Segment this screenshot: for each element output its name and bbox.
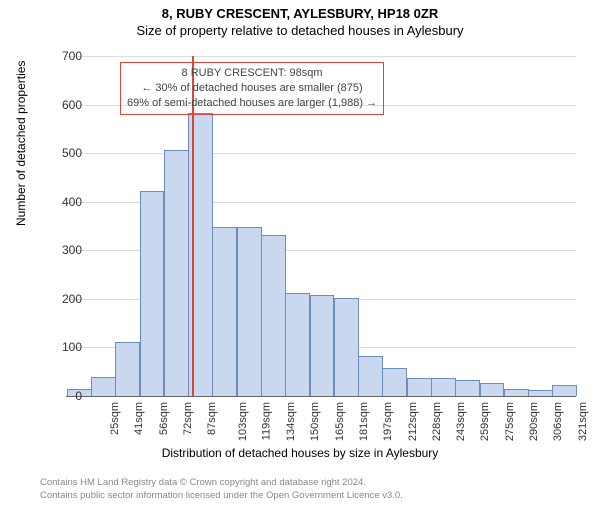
gridline: [66, 56, 576, 57]
y-tick-label: 300: [42, 243, 82, 257]
x-axis-label: Distribution of detached houses by size …: [0, 446, 600, 460]
histogram-bar: [261, 235, 286, 396]
page-subtitle: Size of property relative to detached ho…: [0, 23, 600, 38]
gridline: [66, 396, 576, 397]
histogram-bar: [358, 356, 383, 396]
page-title: 8, RUBY CRESCENT, AYLESBURY, HP18 0ZR: [0, 6, 600, 21]
x-tick-label: 243sqm: [455, 402, 467, 441]
histogram-bar: [504, 389, 529, 396]
histogram-bar: [285, 293, 310, 396]
x-tick-label: 87sqm: [206, 402, 218, 435]
x-tick-label: 228sqm: [431, 402, 443, 441]
histogram-bar: [528, 390, 553, 396]
x-tick-label: 25sqm: [109, 402, 121, 435]
histogram-bar: [431, 378, 456, 396]
y-axis-label: Number of detached properties: [14, 61, 28, 226]
y-tick-label: 400: [42, 195, 82, 209]
histogram-bar: [480, 383, 505, 396]
y-tick-label: 100: [42, 340, 82, 354]
annotation-line-1: 8 RUBY CRESCENT: 98sqm: [127, 66, 377, 81]
x-tick-label: 165sqm: [334, 402, 346, 441]
footer-attribution: Contains HM Land Registry data © Crown c…: [40, 477, 403, 502]
annotation-box: 8 RUBY CRESCENT: 98sqm ← 30% of detached…: [120, 62, 384, 115]
histogram-bar: [115, 342, 140, 396]
x-tick-label: 212sqm: [407, 402, 419, 441]
footer-line-2: Contains public sector information licen…: [40, 490, 403, 502]
histogram-bar: [140, 191, 165, 396]
x-tick-label: 181sqm: [358, 402, 370, 441]
histogram-bar: [91, 377, 116, 396]
histogram-bar: [382, 368, 407, 396]
annotation-line-3: 69% of semi-detached houses are larger (…: [127, 96, 377, 111]
y-tick-label: 500: [42, 146, 82, 160]
footer-line-1: Contains HM Land Registry data © Crown c…: [40, 477, 403, 489]
y-tick-label: 0: [42, 389, 82, 403]
histogram-bar: [455, 380, 480, 396]
x-tick-label: 41sqm: [133, 402, 145, 435]
annotation-line-2: ← 30% of detached houses are smaller (87…: [127, 81, 377, 96]
x-tick-label: 306sqm: [552, 402, 564, 441]
histogram-bar: [212, 227, 237, 396]
y-tick-label: 200: [42, 292, 82, 306]
x-tick-label: 321sqm: [577, 402, 589, 441]
y-tick-label: 700: [42, 49, 82, 63]
histogram-bar: [407, 378, 432, 396]
histogram-bar: [164, 150, 189, 396]
histogram-bar: [310, 295, 335, 396]
x-tick-label: 275sqm: [504, 402, 516, 441]
histogram-bar: [237, 227, 262, 396]
x-tick-label: 72sqm: [182, 402, 194, 435]
histogram-bar: [334, 298, 359, 396]
x-tick-label: 290sqm: [528, 402, 540, 441]
x-tick-label: 134sqm: [285, 402, 297, 441]
x-tick-label: 259sqm: [480, 402, 492, 441]
histogram-bar: [552, 385, 577, 396]
x-tick-label: 103sqm: [237, 402, 249, 441]
x-tick-label: 197sqm: [382, 402, 394, 441]
x-tick-label: 56sqm: [158, 402, 170, 435]
x-tick-label: 119sqm: [260, 402, 272, 440]
x-tick-label: 150sqm: [310, 402, 322, 441]
y-tick-label: 600: [42, 98, 82, 112]
gridline: [66, 153, 576, 154]
